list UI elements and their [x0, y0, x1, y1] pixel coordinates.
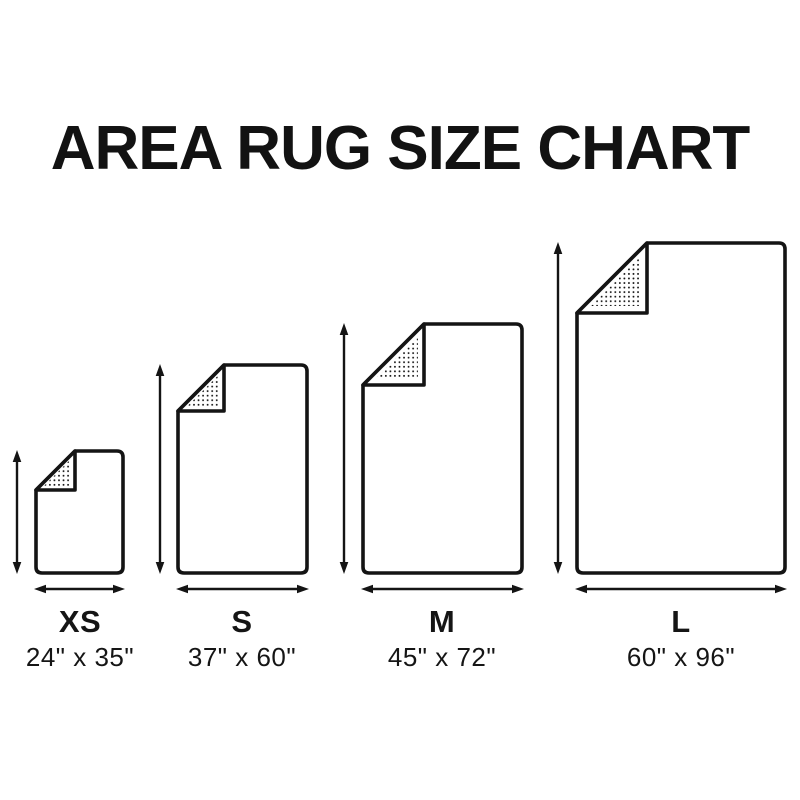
height-arrow-icon — [553, 242, 563, 574]
rug-outline — [34, 449, 125, 575]
size-label-s: S — [231, 604, 253, 639]
rug-illustration-l — [553, 241, 787, 594]
size-dimensions-m: 45" x 72" — [387, 642, 497, 672]
rug-illustration-s — [155, 363, 309, 594]
height-arrow-icon — [155, 364, 165, 574]
height-arrow-icon — [339, 323, 349, 574]
page-title: AREA RUG SIZE CHART — [50, 114, 751, 183]
size-label-xs: XS — [58, 604, 102, 639]
rug-illustration-xs — [12, 449, 125, 594]
width-arrow-icon — [575, 584, 787, 594]
width-arrow-icon — [361, 584, 524, 594]
size-label-l: L — [671, 604, 691, 639]
height-arrow-icon — [12, 450, 22, 574]
rug-outline — [575, 241, 787, 575]
folded-corner-dots — [591, 257, 640, 306]
width-arrow-icon — [34, 584, 125, 594]
size-dimensions-s: 37" x 60" — [187, 642, 297, 672]
width-arrow-icon — [176, 584, 309, 594]
size-dimensions-l: 60" x 96" — [626, 642, 736, 672]
size-dimensions-xs: 24" x 35" — [25, 642, 135, 672]
rug-illustration-m — [339, 322, 524, 594]
rug-outline — [176, 363, 309, 575]
size-label-m: M — [428, 604, 456, 639]
